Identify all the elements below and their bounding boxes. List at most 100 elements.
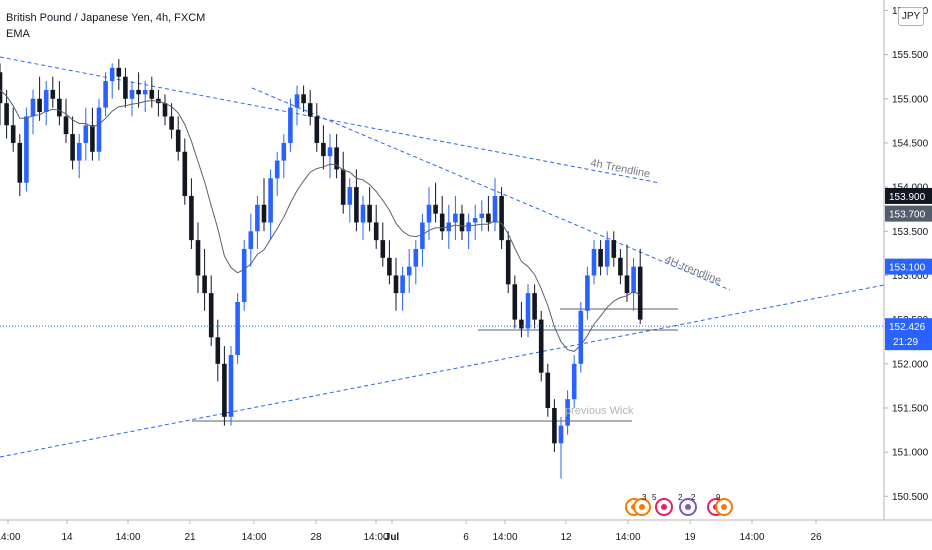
candle bbox=[235, 293, 240, 364]
candle bbox=[453, 195, 458, 241]
ema-indicator-label[interactable]: EMA bbox=[6, 28, 30, 40]
candle bbox=[24, 107, 29, 192]
x-tick-label: 14:00 bbox=[363, 532, 388, 543]
y-tick-label: 152.000 bbox=[892, 359, 929, 370]
candle bbox=[215, 319, 221, 382]
event-count: 2 bbox=[691, 493, 696, 502]
event-dot-icon bbox=[721, 504, 727, 510]
x-tick-label: 14:00 bbox=[739, 532, 764, 543]
candle bbox=[116, 59, 122, 90]
candle bbox=[30, 89, 36, 135]
candle bbox=[189, 178, 194, 249]
candle bbox=[109, 63, 115, 99]
candle bbox=[505, 231, 511, 294]
candle bbox=[76, 134, 82, 179]
countdown-label: 21:29 bbox=[893, 337, 918, 348]
candle bbox=[222, 346, 227, 426]
candle bbox=[90, 107, 95, 161]
x-tick-label: 12 bbox=[560, 532, 572, 543]
candle bbox=[307, 89, 313, 126]
candle bbox=[492, 178, 498, 232]
x-tick-label: 14 bbox=[61, 532, 73, 543]
candle bbox=[281, 134, 287, 179]
candle bbox=[591, 240, 597, 285]
candle bbox=[10, 107, 16, 152]
candle bbox=[182, 138, 188, 205]
candle bbox=[241, 240, 247, 311]
event-count: 2 bbox=[678, 493, 683, 502]
symbol-title[interactable]: British Pound / Japanese Yen, 4h, FXCM bbox=[6, 12, 206, 24]
candle bbox=[538, 310, 544, 382]
candle bbox=[552, 399, 557, 453]
candle bbox=[70, 116, 75, 170]
y-tick-label: 155.000 bbox=[892, 94, 929, 105]
candle bbox=[261, 178, 267, 232]
candle bbox=[83, 107, 89, 161]
ema-line bbox=[0, 89, 641, 352]
candle bbox=[532, 284, 537, 329]
event-count: 9 bbox=[716, 493, 721, 502]
lower-trendline[interactable] bbox=[0, 284, 885, 458]
second-trendline[interactable] bbox=[251, 87, 731, 291]
candle bbox=[393, 257, 399, 311]
x-tick-label: 14:00 bbox=[492, 532, 517, 543]
candle bbox=[43, 81, 49, 126]
y-tick-label: 151.000 bbox=[892, 448, 929, 459]
candle bbox=[169, 103, 174, 139]
candle bbox=[585, 266, 590, 320]
event-dot-icon bbox=[639, 504, 645, 510]
price-tag-label: 152.426 bbox=[889, 322, 926, 333]
candle bbox=[202, 248, 207, 311]
candle bbox=[512, 275, 518, 329]
candle bbox=[439, 195, 445, 241]
price-tag: 152.426 21:29 bbox=[885, 318, 932, 351]
candle bbox=[459, 204, 465, 241]
price-tag-label: 153.700 bbox=[889, 210, 926, 221]
candle bbox=[631, 257, 636, 311]
x-tick-label: 28 bbox=[310, 532, 322, 543]
candle bbox=[63, 98, 69, 143]
candle bbox=[611, 231, 617, 267]
x-tick-label: 14:00 bbox=[615, 532, 640, 543]
y-tick-label: 150.500 bbox=[892, 492, 929, 503]
event-count: 5 bbox=[652, 493, 657, 502]
candle bbox=[420, 213, 425, 267]
y-tick-label: 155.500 bbox=[892, 50, 929, 61]
candle bbox=[156, 89, 161, 117]
candle bbox=[4, 89, 9, 139]
candle bbox=[334, 134, 339, 179]
y-tick-label: 153.000 bbox=[892, 271, 929, 282]
candle bbox=[637, 248, 643, 325]
candle bbox=[598, 240, 603, 276]
candle bbox=[545, 363, 551, 417]
candle bbox=[57, 81, 62, 126]
candle bbox=[0, 63, 3, 126]
y-tick-label: 151.500 bbox=[892, 403, 929, 414]
x-tick-label: 14:00 bbox=[0, 532, 21, 543]
candle bbox=[472, 204, 478, 241]
candle bbox=[274, 151, 280, 196]
time-axis: 14:001414:002114:002814:00Jul614:001214:… bbox=[0, 520, 822, 543]
chart-legend: British Pound / Japanese Yen, 4h, FXCM E… bbox=[6, 10, 205, 42]
candle bbox=[208, 275, 214, 347]
x-tick-label: 14:00 bbox=[115, 532, 140, 543]
candle bbox=[519, 301, 524, 338]
x-tick-label: 26 bbox=[810, 532, 822, 543]
candle bbox=[525, 284, 531, 338]
candle bbox=[400, 266, 405, 311]
y-tick-label: 153.500 bbox=[892, 227, 929, 238]
candle bbox=[413, 240, 419, 285]
candles-group bbox=[0, 59, 643, 479]
y-tick-label: 154.500 bbox=[892, 138, 929, 149]
x-tick-label: 6 bbox=[463, 532, 469, 543]
candle bbox=[142, 81, 148, 113]
candle bbox=[347, 178, 353, 223]
candle bbox=[354, 169, 359, 232]
previous-wick-label: previous Wick bbox=[565, 405, 634, 417]
trendline-label-4h: 4h Trendline bbox=[589, 157, 651, 180]
candle bbox=[129, 81, 135, 117]
currency-badge[interactable]: JPY bbox=[898, 7, 924, 26]
candle bbox=[255, 195, 260, 249]
candle bbox=[499, 187, 504, 249]
